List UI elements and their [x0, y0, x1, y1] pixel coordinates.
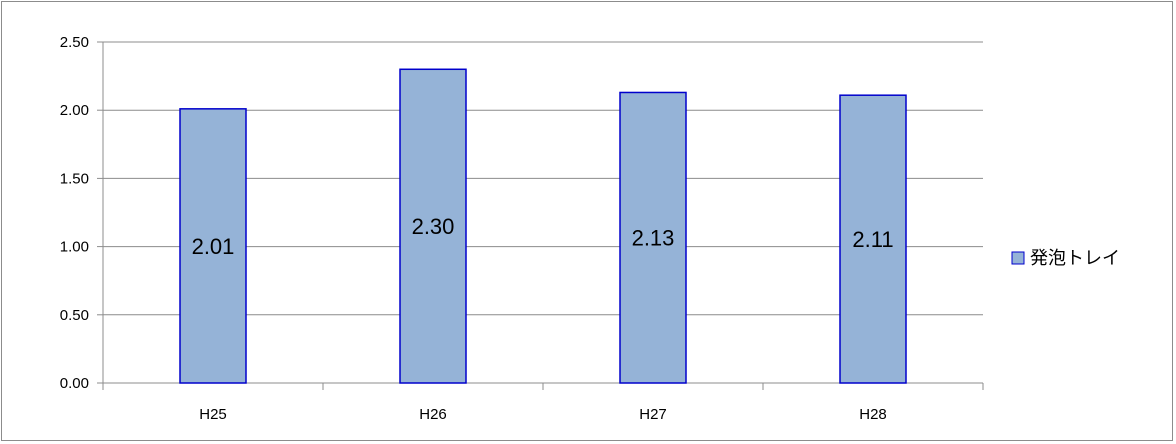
y-tick-label: 2.00 [60, 102, 89, 119]
data-label: 2.11 [852, 227, 893, 252]
legend: 発泡トレイ [1011, 248, 1120, 268]
x-tick-label: H28 [859, 406, 887, 423]
bar [179, 108, 247, 384]
data-label: 2.30 [412, 214, 455, 239]
data-label: 2.13 [632, 226, 675, 251]
axes [97, 41, 984, 390]
x-tick-label: H27 [639, 406, 667, 423]
legend-swatch [1011, 251, 1025, 265]
bar [839, 94, 907, 384]
y-tick-label: 0.50 [60, 307, 89, 324]
bar [619, 91, 687, 384]
x-tick-label: H26 [419, 406, 447, 423]
labels: 0.00 0.50 1.00 1.50 2.00 2.50 2.01 H25 2.30 H26 2.… [60, 34, 894, 423]
gridlines [103, 41, 983, 316]
y-tick-label: 1.00 [60, 239, 89, 256]
data-label: 2.01 [192, 234, 235, 259]
x-tick-label: H25 [199, 406, 227, 423]
legend-label: 発泡トレイ [1030, 248, 1120, 268]
y-tick-label: 2.50 [60, 34, 89, 51]
y-tick-label: 0.00 [60, 375, 89, 392]
y-tick-label: 1.50 [60, 170, 89, 187]
bar [399, 68, 467, 384]
bars [179, 68, 907, 384]
